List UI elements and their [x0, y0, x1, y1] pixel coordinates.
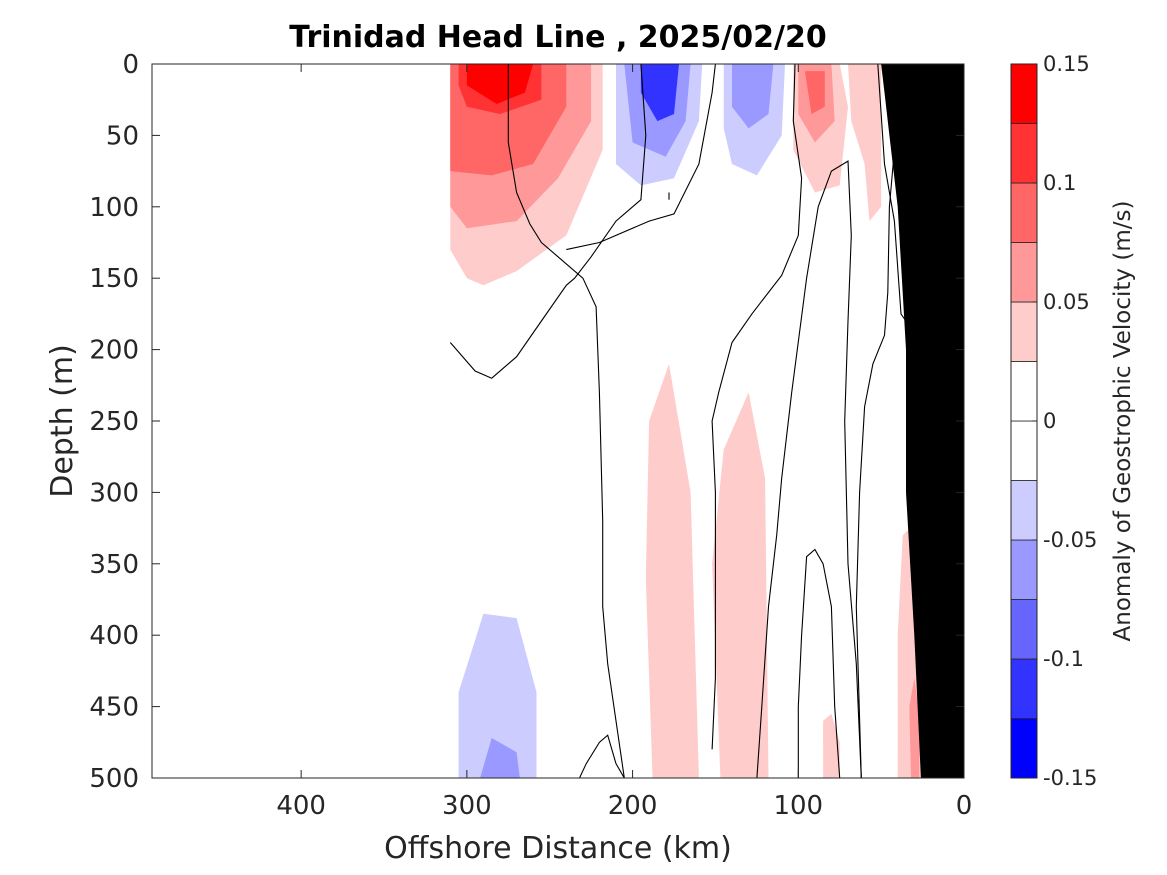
x-axis-label: Offshore Distance (km) — [384, 831, 732, 866]
colorbar-cell — [1010, 658, 1038, 719]
colorbar-cell — [1010, 361, 1038, 422]
y-tick-label: 50 — [106, 121, 139, 151]
contour-region-deep-positive-30 — [909, 678, 920, 778]
contour-region-surface-negative-200 — [640, 64, 679, 122]
colorbar-label: Anomaly of Geostrophic Velocity (m/s) — [1110, 201, 1136, 642]
y-tick-label: 250 — [89, 407, 139, 437]
y-tick-label: 450 — [89, 693, 139, 723]
colorbar-tick-label: -0.1 — [1043, 647, 1084, 671]
contour-line-8 — [855, 64, 895, 778]
colorbar-tick-label: 0 — [1043, 409, 1056, 433]
contour-region-surface-positive-90 — [804, 71, 825, 114]
x-tick-label: 0 — [956, 791, 973, 821]
contour-line-5 — [711, 64, 803, 750]
y-tick-label: 150 — [89, 264, 139, 294]
bathymetry-shape — [881, 64, 964, 778]
chart-title: Trinidad Head Line , 2025/02/20 — [289, 20, 826, 55]
colorbar-tick-label: 0.05 — [1043, 290, 1090, 314]
colorbar-tick-label: 0.15 — [1043, 52, 1090, 76]
contour-line-2 — [507, 64, 625, 778]
colorbar-tick-label: -0.15 — [1043, 766, 1097, 790]
contour-region-deep-negative-west — [458, 613, 537, 778]
x-tick-label: 200 — [608, 791, 658, 821]
colorbar-cell — [1010, 182, 1038, 243]
contour-line-7 — [756, 160, 862, 778]
contour-region-deep-positive-150 — [712, 392, 769, 778]
contour-line-layer — [449, 64, 935, 778]
x-tick-label: 300 — [442, 791, 492, 821]
colorbar-tick-label: 0.1 — [1043, 171, 1076, 195]
y-axis-label: Depth (m) — [45, 344, 80, 498]
plot-area: 400 300 200 100 0 0 50 100 150 200 250 300 350 400 45… — [89, 50, 972, 821]
y-tick-label: 350 — [89, 550, 139, 580]
colorbar-ticks: 0.15 0.1 0.05 0 -0.05 -0.1 -0.15 — [1032, 52, 1097, 790]
contour-region-surface-negative-130 — [732, 64, 774, 129]
colorbar-cell — [1010, 599, 1038, 660]
x-tick-label: 100 — [773, 791, 823, 821]
colorbar-cell — [1010, 420, 1038, 481]
colorbar-tick-label: -0.05 — [1043, 528, 1097, 552]
contour-line-0 — [449, 64, 647, 379]
colorbar-cell — [1010, 123, 1038, 184]
contour-region-deep-negative-west — [480, 738, 520, 778]
colorbar-cell — [1010, 480, 1038, 541]
y-axis-ticks: 0 50 100 150 200 250 300 350 400 450 500 — [89, 50, 964, 794]
y-tick-label: 500 — [89, 764, 139, 794]
contour-region-surface-positive-60 — [848, 64, 882, 222]
y-tick-label: 0 — [122, 50, 139, 80]
colorbar-cell — [1010, 718, 1038, 779]
colorbar-cell — [1010, 301, 1038, 362]
y-tick-label: 200 — [89, 336, 139, 366]
contour-fill-layer — [450, 64, 935, 778]
y-tick-label: 300 — [89, 478, 139, 508]
contour-line-4 — [566, 64, 716, 251]
colorbar-cell — [1010, 539, 1038, 600]
contour-region-surface-positive-west — [466, 64, 534, 104]
colorbar-cell — [1010, 242, 1038, 303]
x-axis-ticks: 400 300 200 100 0 — [276, 64, 972, 821]
colorbar-cells — [1010, 63, 1038, 779]
y-tick-label: 400 — [89, 621, 139, 651]
contour-region-deep-negative-100 — [786, 578, 824, 778]
contour-region-deep-positive-200 — [645, 363, 699, 778]
y-tick-label: 100 — [89, 193, 139, 223]
colorbar: 0.15 0.1 0.05 0 -0.05 -0.1 -0.15 Anomaly of Ge… — [1010, 52, 1136, 790]
contour-region-mid-negative-80 — [824, 235, 843, 357]
contour-region-deep-positive-80 — [823, 713, 840, 778]
contour-line-6 — [797, 548, 841, 778]
bathymetry-layer — [881, 64, 964, 778]
contour-line-1 — [579, 734, 625, 778]
x-tick-label: 400 — [276, 791, 326, 821]
colorbar-cell — [1010, 63, 1038, 124]
